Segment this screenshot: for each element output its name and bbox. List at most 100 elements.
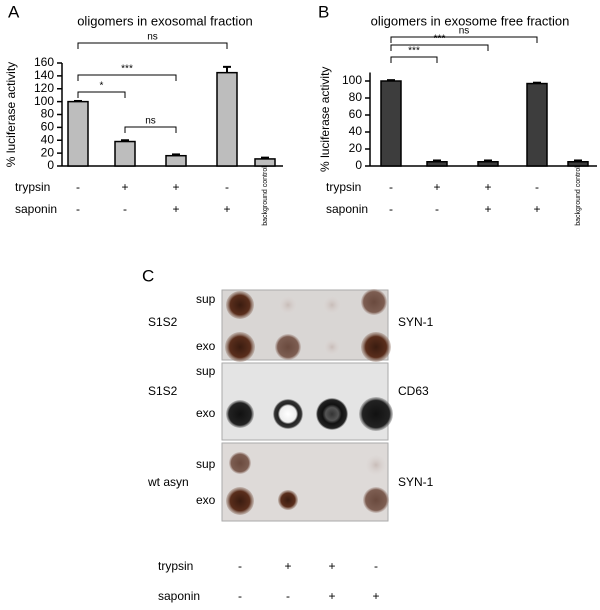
- condition-value: +: [172, 202, 179, 216]
- x-tick-label: background control: [262, 166, 269, 226]
- spot: [275, 334, 301, 360]
- row-label: exo: [196, 339, 216, 353]
- condition-value: +: [121, 180, 128, 194]
- condition-value: -: [76, 202, 80, 216]
- condition-value: -: [76, 180, 80, 194]
- construct-label: wt asyn: [147, 475, 189, 489]
- significance-label: *: [100, 81, 104, 92]
- significance-label: ***: [434, 34, 446, 45]
- row-label: exo: [196, 406, 216, 420]
- panel-label: B: [318, 2, 329, 21]
- y-tick-label: 80: [41, 107, 55, 121]
- significance-bracket: [124, 126, 177, 133]
- bar: [165, 154, 187, 167]
- spot: [324, 339, 340, 355]
- condition-value: -: [535, 180, 539, 194]
- condition-value: -: [225, 180, 229, 194]
- spot: [226, 400, 254, 428]
- antibody-label: SYN-1: [398, 475, 434, 489]
- panel-label: C: [142, 266, 154, 285]
- spot: [229, 452, 251, 474]
- significance-bracket: [77, 42, 228, 49]
- significance-label: ns: [459, 26, 470, 37]
- condition-value: +: [484, 180, 491, 194]
- bar: [254, 158, 276, 167]
- condition-value: -: [123, 202, 127, 216]
- condition-label: saponin: [158, 589, 200, 603]
- significance-bracket: [77, 74, 177, 81]
- bar: [426, 161, 448, 167]
- antibody-label: CD63: [398, 384, 429, 398]
- condition-value: +: [433, 180, 440, 194]
- significance-label: ***: [121, 64, 133, 75]
- spot: [279, 296, 297, 314]
- bar: [380, 80, 402, 167]
- y-tick-label: 40: [41, 132, 55, 146]
- condition-value: +: [284, 559, 291, 573]
- spot: [323, 296, 341, 314]
- y-tick-label: 160: [34, 55, 54, 69]
- bar: [526, 82, 548, 167]
- bar: [567, 161, 589, 167]
- spot: [278, 490, 298, 510]
- significance-bracket: [77, 91, 126, 98]
- y-axis-label: % luciferase activity: [4, 62, 18, 167]
- spot: [361, 289, 387, 315]
- condition-value: -: [374, 559, 378, 573]
- y-tick-label: 140: [34, 68, 54, 82]
- row-label: sup: [196, 364, 216, 378]
- condition-label: saponin: [15, 202, 57, 216]
- construct-label: S1S2: [148, 315, 178, 329]
- x-tick-label: background control: [575, 166, 582, 226]
- condition-value: -: [286, 589, 290, 603]
- y-tick-label: 60: [41, 120, 55, 134]
- bar: [477, 161, 499, 167]
- significance-label: ns: [145, 116, 156, 127]
- y-axis-label: % luciferase activity: [318, 67, 332, 172]
- antibody-label: SYN-1: [398, 315, 434, 329]
- blot-2: [221, 362, 389, 441]
- construct-label: S1S2: [148, 384, 178, 398]
- significance-bracket: [390, 44, 489, 51]
- condition-label: trypsin: [15, 180, 50, 194]
- y-tick-label: 60: [349, 107, 363, 121]
- chart-title: oligomers in exosome free fraction: [371, 13, 570, 28]
- y-tick-label: 40: [349, 124, 363, 138]
- y-tick-label: 0: [47, 158, 54, 172]
- condition-value: +: [223, 202, 230, 216]
- spot: [273, 399, 303, 429]
- panel-label: A: [8, 2, 20, 21]
- condition-value: +: [328, 559, 335, 573]
- condition-value: -: [435, 202, 439, 216]
- y-tick-label: 80: [349, 90, 363, 104]
- chart-title: oligomers in exosomal fraction: [77, 13, 253, 28]
- spot: [366, 455, 386, 475]
- bar: [114, 140, 136, 167]
- spot: [361, 332, 391, 362]
- y-tick-label: 120: [34, 81, 54, 95]
- row-label: sup: [196, 292, 216, 306]
- blot-images: [221, 289, 393, 522]
- condition-value: -: [238, 589, 242, 603]
- y-tick-label: 100: [34, 94, 54, 108]
- condition-value: +: [372, 589, 379, 603]
- y-tick-label: 20: [41, 145, 55, 159]
- significance-label: ***: [408, 46, 420, 57]
- row-label: exo: [196, 493, 216, 507]
- row-label: sup: [196, 457, 216, 471]
- condition-label: saponin: [326, 202, 368, 216]
- significance-bracket: [390, 36, 538, 43]
- spot: [226, 487, 254, 515]
- significance-bracket: [390, 56, 438, 63]
- y-tick-label: 0: [355, 158, 362, 172]
- condition-value: -: [238, 559, 242, 573]
- condition-value: +: [533, 202, 540, 216]
- significance-label: ns: [147, 32, 158, 43]
- spot: [363, 487, 389, 513]
- condition-value: +: [484, 202, 491, 216]
- y-tick-label: 20: [349, 141, 363, 155]
- spot: [226, 291, 254, 319]
- condition-label: trypsin: [158, 559, 193, 573]
- condition-value: +: [172, 180, 179, 194]
